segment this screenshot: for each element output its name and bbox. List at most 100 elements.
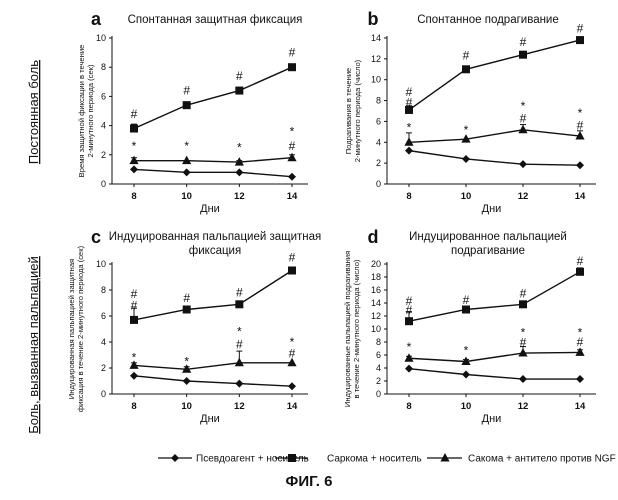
figure-caption: ФИГ. 6 <box>286 473 333 490</box>
data-point <box>287 153 296 162</box>
y-tick-label: 18 <box>371 272 381 282</box>
y-axis-label: в течение 2-минутного периода (число) <box>352 259 361 398</box>
x-axis-label: Дни <box>482 413 502 425</box>
legend-item: Псевдоагент + носитель <box>158 454 309 465</box>
x-tick-label: 12 <box>234 401 245 412</box>
panel-title: фиксация <box>189 245 241 257</box>
data-point <box>288 267 296 275</box>
significance-hash: # <box>520 35 527 49</box>
series-square <box>405 268 584 325</box>
significance-star: * <box>464 123 469 137</box>
legend-marker-diamond <box>171 454 179 462</box>
y-tick-label: 8 <box>376 96 381 106</box>
legend-label: Сакома + антитело против NGF <box>468 454 616 465</box>
data-point <box>288 382 296 390</box>
data-point <box>404 353 413 362</box>
significance-hash: # <box>577 335 584 349</box>
panel-title: Спонтанная защитная фиксация <box>128 14 303 26</box>
significance-hash: # <box>236 286 243 300</box>
significance-star: * <box>132 139 137 153</box>
significance-hash: # <box>520 111 527 125</box>
significance-star: * <box>184 139 189 153</box>
x-tick-label: 12 <box>518 191 529 202</box>
data-point <box>405 365 413 373</box>
y-tick-label: 8 <box>376 337 381 347</box>
data-point <box>576 36 584 44</box>
data-point <box>576 161 584 169</box>
y-tick-label: 2 <box>376 158 381 168</box>
series-line <box>409 130 580 143</box>
y-tick-label: 12 <box>371 311 381 321</box>
panel-c: cИндуцированная пальпацией защитнаяфикса… <box>67 227 321 425</box>
y-tick-label: 4 <box>101 337 106 347</box>
x-tick-label: 8 <box>131 401 136 412</box>
significance-hash: # <box>183 291 190 305</box>
x-axis-label: Дни <box>200 203 220 215</box>
y-tick-label: 10 <box>96 33 106 43</box>
y-tick-label: 2 <box>101 150 106 160</box>
legend: Псевдоагент + носительСаркома + носитель… <box>158 453 616 465</box>
data-point <box>519 300 527 308</box>
data-point <box>235 380 243 388</box>
data-point <box>519 160 527 168</box>
series-line <box>134 376 292 386</box>
y-tick-label: 2 <box>101 363 106 373</box>
y-tick-label: 4 <box>376 137 381 147</box>
series-line <box>409 272 580 321</box>
panel-title: Спонтанное подрагивание <box>417 14 559 26</box>
x-tick-label: 8 <box>406 191 411 202</box>
data-point <box>519 51 527 59</box>
panel-title: Индуцированное пальпацией <box>409 231 567 243</box>
data-point <box>183 101 191 109</box>
significance-hash: # <box>183 84 190 98</box>
data-point <box>235 358 244 367</box>
panel-title: подрагивание <box>451 245 525 257</box>
panel-letter: c <box>91 227 101 247</box>
series-triangle <box>129 351 296 373</box>
significance-hash: # <box>131 107 138 121</box>
y-axis-label: Индуцированные пальпацией подрагивания <box>343 251 352 407</box>
y-axis-label: Индуцированная пальпацией защитная <box>67 259 76 399</box>
significance-hash: # <box>577 22 584 36</box>
series-triangle <box>129 153 296 166</box>
y-tick-label: 6 <box>376 116 381 126</box>
significance-star: * <box>132 351 137 365</box>
y-axis-label: Подрагивания в течение <box>344 68 353 155</box>
series-line <box>134 67 292 128</box>
data-point <box>462 155 470 163</box>
legend-marker-square <box>288 454 296 462</box>
y-tick-label: 0 <box>101 179 106 189</box>
y-tick-label: 14 <box>371 33 381 43</box>
x-tick-label: 10 <box>181 401 192 412</box>
y-axis-label: 2-минутного периода (сек) <box>86 64 95 158</box>
x-tick-label: 14 <box>287 191 298 202</box>
y-axis-label: фиксация в течение 2-минутного периода (… <box>76 245 85 412</box>
series-diamond <box>130 372 296 390</box>
data-point <box>183 306 191 314</box>
y-axis-label: 2-минутного периода (число) <box>353 59 362 162</box>
y-tick-label: 14 <box>371 298 381 308</box>
data-point <box>519 375 527 383</box>
series-square <box>130 267 296 324</box>
significance-star: * <box>237 325 242 339</box>
significance-hash: # <box>577 119 584 133</box>
x-axis-label: Дни <box>200 413 220 425</box>
y-tick-label: 0 <box>101 389 106 399</box>
y-tick-label: 0 <box>376 179 381 189</box>
y-tick-label: 8 <box>101 285 106 295</box>
significance-hash: # <box>520 286 527 300</box>
panel-letter: d <box>368 227 379 247</box>
series-line <box>409 151 580 166</box>
x-tick-label: 8 <box>406 401 411 412</box>
significance-star: * <box>407 121 412 135</box>
data-point <box>130 372 138 380</box>
row-label-palpation-pain: Боль, вызванная пальпацией <box>26 256 41 434</box>
x-tick-label: 10 <box>461 191 472 202</box>
data-point <box>183 377 191 385</box>
series-line <box>134 271 292 320</box>
x-tick-label: 12 <box>518 401 529 412</box>
series-line <box>409 352 580 361</box>
y-tick-label: 2 <box>376 376 381 386</box>
y-tick-label: 6 <box>101 311 106 321</box>
significance-hash: # <box>236 338 243 352</box>
